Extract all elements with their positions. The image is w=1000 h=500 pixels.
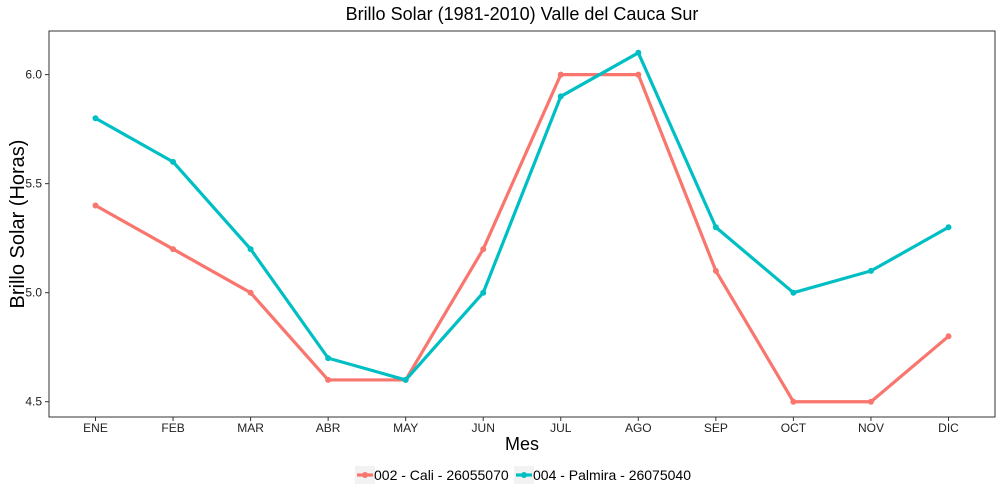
x-tick-label: JUN: [472, 421, 495, 435]
data-point: [635, 49, 642, 56]
legend-item-2: 004 - Palmira - 26075040: [514, 466, 691, 484]
data-point: [557, 71, 564, 78]
legend: 002 - Cali - 26055070 004 - Palmira - 260…: [355, 466, 691, 484]
x-tick-label: ENE: [83, 421, 108, 435]
data-point: [945, 224, 952, 231]
x-tick-label: FEB: [161, 421, 184, 435]
x-tick-label: MAY: [393, 421, 418, 435]
data-point: [247, 289, 254, 296]
data-point: [92, 202, 99, 209]
data-point: [325, 376, 332, 383]
y-axis-title: Brillo Solar (Horas): [7, 140, 29, 309]
legend-key-point: [521, 472, 527, 478]
x-tick-label: ABR: [316, 421, 341, 435]
data-point: [635, 71, 642, 78]
data-point: [712, 267, 719, 274]
y-axis: 4.5 5.0 5.5 6.0: [25, 68, 49, 409]
y-tick-label: 5.0: [25, 286, 42, 300]
legend-key-point: [362, 472, 368, 478]
x-tick-label: MAR: [237, 421, 264, 435]
x-axis: ENE FEB MAR ABR MAY JUN JUL AGO SEP OCT NOV DIC: [83, 417, 959, 435]
data-point: [480, 246, 487, 253]
data-point: [867, 398, 874, 405]
plot-panel: [48, 30, 996, 418]
x-tick-label: DIC: [938, 421, 959, 435]
series-line-1: [93, 73, 951, 404]
data-point: [480, 289, 487, 296]
chart-title: Brillo Solar (1981-2010) Valle del Cauca…: [346, 4, 699, 24]
y-tick-label: 4.5: [25, 395, 42, 409]
data-point: [790, 289, 797, 296]
series-layer: [92, 49, 952, 405]
x-tick-label: AGO: [625, 421, 652, 435]
legend-label: 004 - Palmira - 26075040: [533, 467, 691, 483]
data-point: [170, 246, 177, 253]
data-point: [92, 115, 99, 122]
data-point: [247, 246, 254, 253]
data-point: [170, 158, 177, 165]
y-tick-label: 6.0: [25, 68, 42, 82]
x-tick-label: JUL: [550, 421, 572, 435]
data-point: [402, 376, 409, 383]
y-tick-label: 5.5: [25, 177, 42, 191]
legend-item-1: 002 - Cali - 26055070: [355, 466, 509, 484]
data-point: [790, 398, 797, 405]
x-tick-label: NOV: [858, 421, 884, 435]
legend-label: 002 - Cali - 26055070: [374, 467, 509, 483]
x-tick-label: OCT: [781, 421, 807, 435]
data-point: [325, 355, 332, 362]
series-line-2: [93, 51, 951, 382]
data-point: [712, 224, 719, 231]
data-point: [945, 333, 952, 340]
x-tick-label: SEP: [704, 421, 728, 435]
data-point: [557, 93, 564, 100]
data-point: [867, 267, 874, 274]
x-axis-title: Mes: [505, 434, 539, 454]
